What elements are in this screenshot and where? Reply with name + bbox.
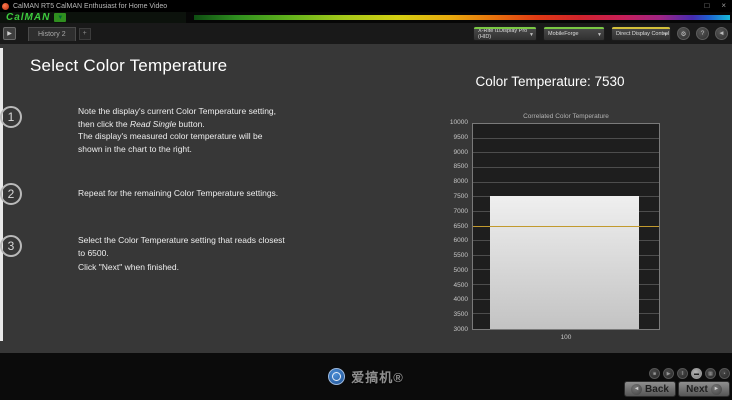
tab-history-2[interactable]: History 2 [28,26,76,41]
step-2-badge: 2 [0,183,22,205]
read-single-icon[interactable]: ▶ [663,368,674,379]
meter-connection: (HID) [478,33,492,40]
back-button-label: Back [645,383,669,395]
y-axis-tick-label: 7500 [453,192,468,200]
y-axis-tick-label: 8500 [453,163,468,171]
step-1-text: Note the display's current Color Tempera… [78,106,277,154]
gridline [473,152,659,154]
pattern-dash-icon[interactable]: ▬ [691,368,702,379]
y-axis-tick-label: 8000 [453,178,468,186]
pattern-dot-icon[interactable]: • [719,368,730,379]
meter-dropdown[interactable]: X-Rite i1Display Pro (HID) ▼ [473,26,537,41]
chevron-down-icon: ▼ [597,32,602,38]
source-status-stripe [544,27,604,29]
logo-dropdown-icon[interactable]: ▼ [54,13,67,22]
next-arrow-icon: ► [710,383,722,395]
page-title: Select Color Temperature [30,56,228,75]
y-axis-tick-label: 5000 [453,266,468,274]
color-temperature-reading: Color Temperature: 7530 [475,74,625,89]
calman-logo[interactable]: CalMAN ▼ [0,12,186,23]
gridline [473,166,659,168]
y-axis-tick-label: 9500 [453,133,468,141]
bottom-bar: 爱搞机® ■ ▶ ‖ ▬ ▦ • ◄ Back Next ► [0,353,732,400]
target-6500k-line [473,225,659,227]
y-axis-tick-label: 3500 [453,311,468,319]
help-icon[interactable]: ? [696,27,709,40]
spectrum-gradient-bar [194,15,730,20]
y-axis-tick-label: 9000 [453,148,468,156]
meter-transport-controls: ■ ▶ ‖ ▬ ▦ • [624,368,730,379]
navigation-controls: ■ ▶ ‖ ▬ ▦ • ◄ Back Next ► [624,368,730,397]
add-tab-button[interactable]: + [78,27,91,40]
y-axis-tick-label: 4500 [453,281,468,289]
cct-plot [472,123,660,330]
read-single-reference: Read Single [129,118,177,129]
back-arrow-icon: ◄ [631,383,643,395]
app-icon [2,2,9,10]
window-title: CalMAN RT5 CalMAN Enthusiast for Home Vi… [13,2,168,10]
next-button[interactable]: Next ► [678,381,730,397]
y-axis-tick-label: 6500 [453,222,468,230]
cct-chart: Correlated Color Temperature 100 3000 350… [430,108,674,350]
watermark: 爱搞机® [0,367,732,386]
watermark-text: 爱搞机® [351,370,404,385]
y-axis-tick-label: 5500 [453,252,468,260]
gridline [473,181,659,183]
restore-window-icon[interactable]: □ [704,1,710,10]
back-button[interactable]: ◄ Back [624,381,676,397]
meter-status-stripe [474,27,536,29]
cct-chart-title: Correlated Color Temperature [523,113,609,120]
y-axis-tick-label: 7000 [453,207,468,215]
logo-bar: CalMAN ▼ [0,12,732,23]
window-titlebar: CalMAN RT5 CalMAN Enthusiast for Home Vi… [0,0,732,12]
step-2-text: Repeat for the remaining Color Temperatu… [78,188,279,198]
step-1-badge: 1 [0,106,22,128]
display-control-dropdown[interactable]: Direct Display Control ▼ [611,26,671,41]
collapse-toolbar-icon[interactable]: ◄ [715,27,728,40]
meter-name: X-Rite i1Display Pro [478,27,528,34]
step-3-badge: 3 [0,235,22,257]
pause-read-icon[interactable]: ‖ [677,368,688,379]
calman-logo-text: CalMAN [6,12,51,23]
gridline [473,137,659,139]
close-window-icon[interactable]: × [721,1,726,10]
display-control-name: Direct Display Control [616,30,670,37]
watermark-logo-icon [328,368,346,385]
chevron-down-icon: ▼ [529,32,534,38]
next-button-label: Next [686,383,708,395]
stop-read-icon[interactable]: ■ [649,368,660,379]
y-axis-tick-label: 3000 [453,326,468,333]
step-3-text: Select the Color Temperature setting tha… [78,235,285,272]
cct-measurement-bar [489,196,640,329]
tab-toolbar-row: ▶ History 2 + X-Rite i1Display Pro (HID)… [0,23,732,44]
source-name: MobileForge [548,30,579,37]
display-control-status-stripe [612,27,670,29]
pattern-grid-icon[interactable]: ▦ [705,368,716,379]
source-dropdown[interactable]: MobileForge ▼ [543,26,605,41]
settings-gear-icon[interactable]: ⚙ [677,27,690,40]
chevron-down-icon: ▼ [663,32,668,38]
y-axis-tick-label: 4000 [453,296,468,304]
expand-panel-button[interactable]: ▶ [3,27,16,40]
y-axis-tick-label: 6000 [453,237,468,245]
x-axis-tick-label: 100 [560,334,572,341]
main-content: Select Color Temperature 1 Note the disp… [0,44,732,353]
y-axis-tick-label: 10000 [449,119,468,126]
